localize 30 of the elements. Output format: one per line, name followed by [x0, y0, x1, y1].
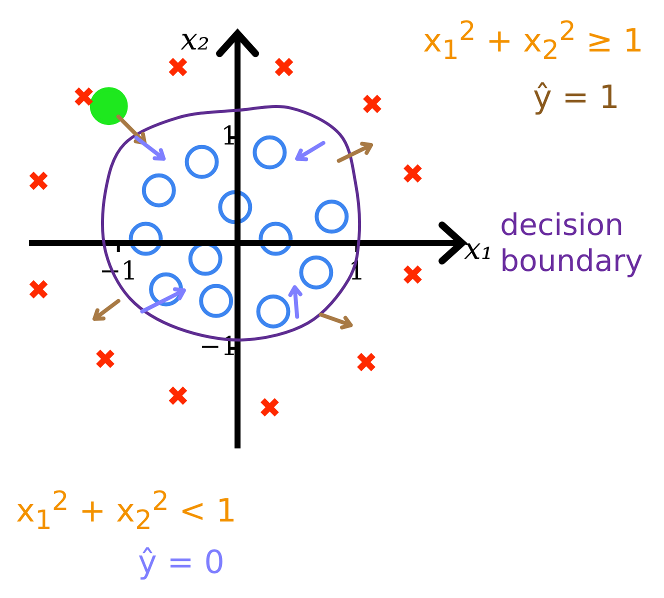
point — [258, 222, 293, 256]
point — [252, 135, 287, 170]
point — [199, 284, 234, 318]
point — [90, 87, 128, 126]
point — [29, 279, 49, 300]
point — [274, 57, 294, 78]
point — [74, 86, 94, 107]
text: decision boundary — [500, 208, 644, 280]
point — [362, 94, 382, 114]
point — [168, 57, 188, 78]
point — [184, 144, 219, 179]
text: x$_{1}$$^{2}$ + x$_{2}$$^{2}$ < 1 — [16, 486, 236, 538]
point — [142, 173, 176, 208]
point — [168, 386, 188, 406]
text: ŷ = 1 — [533, 78, 620, 116]
point — [95, 348, 116, 369]
point — [260, 397, 280, 418]
point — [29, 170, 49, 191]
point — [314, 200, 349, 234]
point — [402, 264, 423, 285]
x-axis-title: x₁ — [464, 232, 493, 267]
annotation: x$_{1}$$^{2}$ + x$_{2}$$^{2}$ ≥ 1 — [423, 16, 644, 68]
point — [356, 352, 376, 372]
point — [128, 222, 163, 256]
point — [218, 190, 252, 224]
y-axis-title: x₂ — [180, 22, 210, 58]
text: ŷ = 0 — [138, 543, 224, 582]
point — [402, 163, 423, 184]
point — [256, 294, 290, 328]
point — [299, 255, 334, 290]
